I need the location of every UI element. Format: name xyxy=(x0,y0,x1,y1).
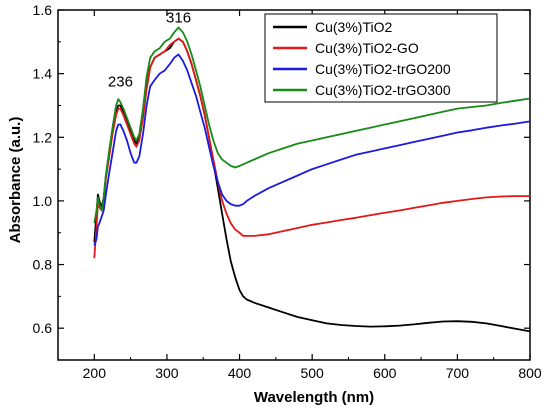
annotation-layer: 236 316 xyxy=(108,10,191,91)
legend-label: Cu(3%)TiO2-GO xyxy=(315,40,419,56)
y-axis-title: Absorbance (a.u.) xyxy=(7,117,24,244)
x-tick-label: 700 xyxy=(446,365,470,381)
y-tick-label: 1.0 xyxy=(33,193,53,209)
series-line-2 xyxy=(93,37,530,259)
y-tick-label: 1.6 xyxy=(33,2,53,18)
legend-label: Cu(3%)TiO2-trGO200 xyxy=(315,61,451,77)
x-tick-label: 800 xyxy=(518,365,542,381)
plot-frame xyxy=(57,9,531,361)
legend-label: Cu(3%)TiO2-trGO300 xyxy=(315,82,451,98)
y-tick-label: 1.4 xyxy=(33,66,53,82)
plot-border xyxy=(57,9,531,361)
y-axis-ticks: 0.6 0.8 1.0 1.2 1.4 1.6 xyxy=(33,2,530,361)
peak-annotation: 316 xyxy=(166,10,191,27)
legend: Cu(3%)TiO2 Cu(3%)TiO2-GO Cu(3%)TiO2-trGO20… xyxy=(264,13,498,103)
legend-label: Cu(3%)TiO2 xyxy=(315,19,392,35)
x-tick-label: 400 xyxy=(228,365,252,381)
y-tick-label: 0.6 xyxy=(33,320,53,336)
y-tick-label: 1.2 xyxy=(33,129,53,145)
series-line-3 xyxy=(93,53,531,246)
series-layer xyxy=(93,26,531,333)
x-tick-label: 600 xyxy=(373,365,397,381)
series-line-4 xyxy=(93,26,531,224)
peak-annotation: 236 xyxy=(108,73,133,90)
x-tick-label: 200 xyxy=(83,365,107,381)
y-tick-label: 0.8 xyxy=(33,257,53,273)
x-axis-ticks: 200 300 400 500 600 700 800 xyxy=(57,10,542,381)
x-tick-label: 500 xyxy=(300,365,324,381)
x-axis-title: Wavelength (nm) xyxy=(254,389,374,406)
x-tick-label: 300 xyxy=(155,365,179,381)
legend-box xyxy=(264,13,498,103)
